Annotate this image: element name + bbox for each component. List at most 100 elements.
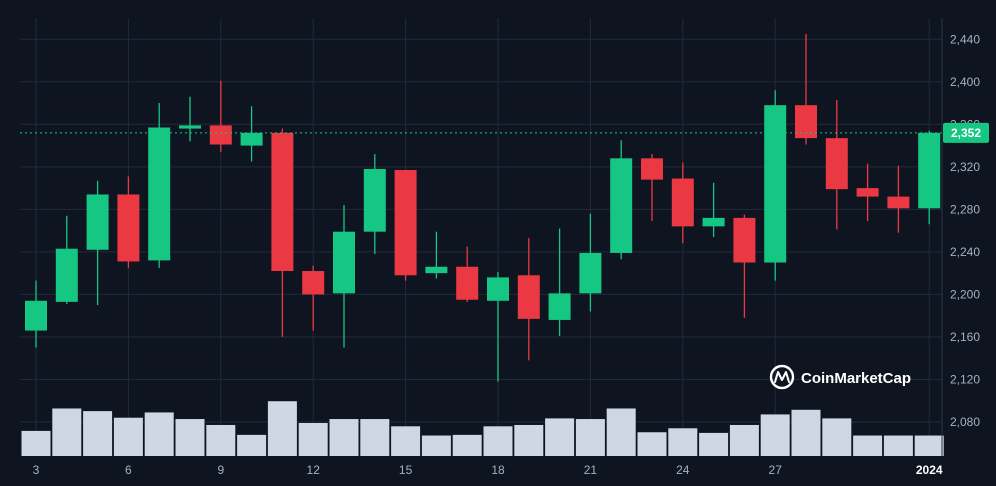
- x-tick-label: 18: [491, 463, 505, 477]
- y-tick-label: 2,320: [950, 160, 980, 174]
- volume-bar: [360, 419, 390, 456]
- candle-body: [579, 252, 602, 294]
- candle-body: [610, 158, 633, 253]
- candle-down: [733, 214, 756, 318]
- candle-up: [702, 182, 725, 237]
- candle-body: [209, 125, 232, 145]
- x-tick-label: 2024: [916, 463, 943, 477]
- current-price-label-text: 2,352: [951, 126, 981, 140]
- coinmarketcap-logo-icon: [769, 364, 795, 390]
- x-tick-label: 15: [399, 463, 413, 477]
- y-tick-label: 2,440: [950, 32, 980, 46]
- candle-up: [425, 231, 448, 279]
- volume-bar: [668, 428, 698, 456]
- x-tick-label: 27: [769, 463, 783, 477]
- y-tick-label: 2,200: [950, 287, 980, 301]
- candle-body: [641, 158, 663, 180]
- candle-body: [363, 168, 386, 232]
- candle-up: [55, 215, 78, 304]
- candle-body: [918, 132, 941, 209]
- candle-down: [671, 162, 694, 244]
- candle-up: [179, 96, 201, 142]
- candle-body: [394, 170, 417, 276]
- volume-bar: [545, 418, 575, 456]
- candle-up: [240, 106, 263, 162]
- candle-body: [487, 277, 509, 301]
- candle-body: [517, 275, 540, 319]
- candle-body: [795, 105, 817, 139]
- volume-bar: [483, 426, 513, 456]
- y-tick-label: 2,400: [950, 75, 980, 89]
- volume-bar: [83, 411, 113, 456]
- candle-down: [856, 163, 879, 222]
- volume-bar: [175, 419, 205, 456]
- candle-body: [333, 231, 355, 294]
- volume-bar: [883, 435, 913, 456]
- x-tick-label: 9: [217, 463, 224, 477]
- candle-body: [425, 266, 448, 274]
- candle-body: [25, 300, 47, 331]
- x-tick-label: 6: [125, 463, 132, 477]
- volume-bar: [421, 435, 451, 456]
- volume-bar: [267, 401, 297, 456]
- x-tick-label: 21: [584, 463, 598, 477]
- candle-down: [271, 128, 294, 337]
- candle-up: [764, 90, 787, 281]
- volume-bar: [391, 426, 421, 456]
- candle-up: [148, 103, 171, 268]
- volume-bar: [514, 424, 544, 456]
- candle-body: [86, 194, 109, 250]
- volume-bar: [914, 435, 944, 456]
- current-price-label: 2,352: [943, 122, 989, 143]
- volume-bar: [699, 432, 729, 456]
- candle-body: [825, 138, 848, 190]
- x-axis-ticks: 3 6 9 12 15 18 21 24 27 2024: [33, 463, 943, 477]
- volume-bar: [298, 423, 328, 456]
- candle-body: [456, 266, 479, 300]
- candle-body: [548, 293, 571, 320]
- candle-body: [764, 105, 787, 263]
- candle-body: [117, 194, 140, 262]
- candle-up: [333, 205, 355, 348]
- volume-bar: [237, 434, 267, 456]
- volume-bar: [822, 418, 852, 456]
- candle-body: [271, 132, 294, 272]
- volume-bar: [606, 408, 636, 456]
- volume-bar: [21, 430, 51, 456]
- candle-body: [702, 217, 725, 227]
- volume-bars: [21, 401, 944, 456]
- watermark-text: CoinMarketCap: [801, 370, 911, 387]
- y-tick-label: 2,280: [950, 202, 980, 216]
- candle-down: [795, 33, 817, 145]
- candle-down: [394, 170, 417, 281]
- volume-bar: [144, 412, 174, 456]
- candle-body: [733, 217, 756, 263]
- volume-bar: [729, 424, 759, 456]
- volume-bar: [52, 408, 82, 456]
- candle-down: [825, 99, 848, 230]
- candle-down: [641, 154, 663, 222]
- candle-down: [887, 165, 910, 233]
- volume-bar: [791, 409, 821, 456]
- volume-bar: [206, 424, 236, 456]
- current-price-label-bg: [943, 122, 989, 143]
- candle-body: [887, 196, 910, 209]
- candle-body: [302, 271, 325, 295]
- candle-up: [579, 213, 602, 312]
- candle-down: [517, 238, 540, 361]
- candle-up: [25, 280, 47, 348]
- candle-body: [240, 132, 263, 146]
- candle-down: [302, 265, 325, 331]
- y-tick-label: 2,160: [950, 330, 980, 344]
- x-tick-label: 3: [33, 463, 40, 477]
- candle-down: [209, 80, 232, 152]
- candle-down: [117, 176, 140, 268]
- x-tick-label: 12: [307, 463, 321, 477]
- candle-up: [363, 154, 386, 255]
- x-tick-label: 24: [676, 463, 690, 477]
- candle-up: [548, 228, 571, 336]
- candle-body: [148, 127, 171, 261]
- volume-bar: [637, 432, 667, 456]
- candle-up: [487, 272, 509, 382]
